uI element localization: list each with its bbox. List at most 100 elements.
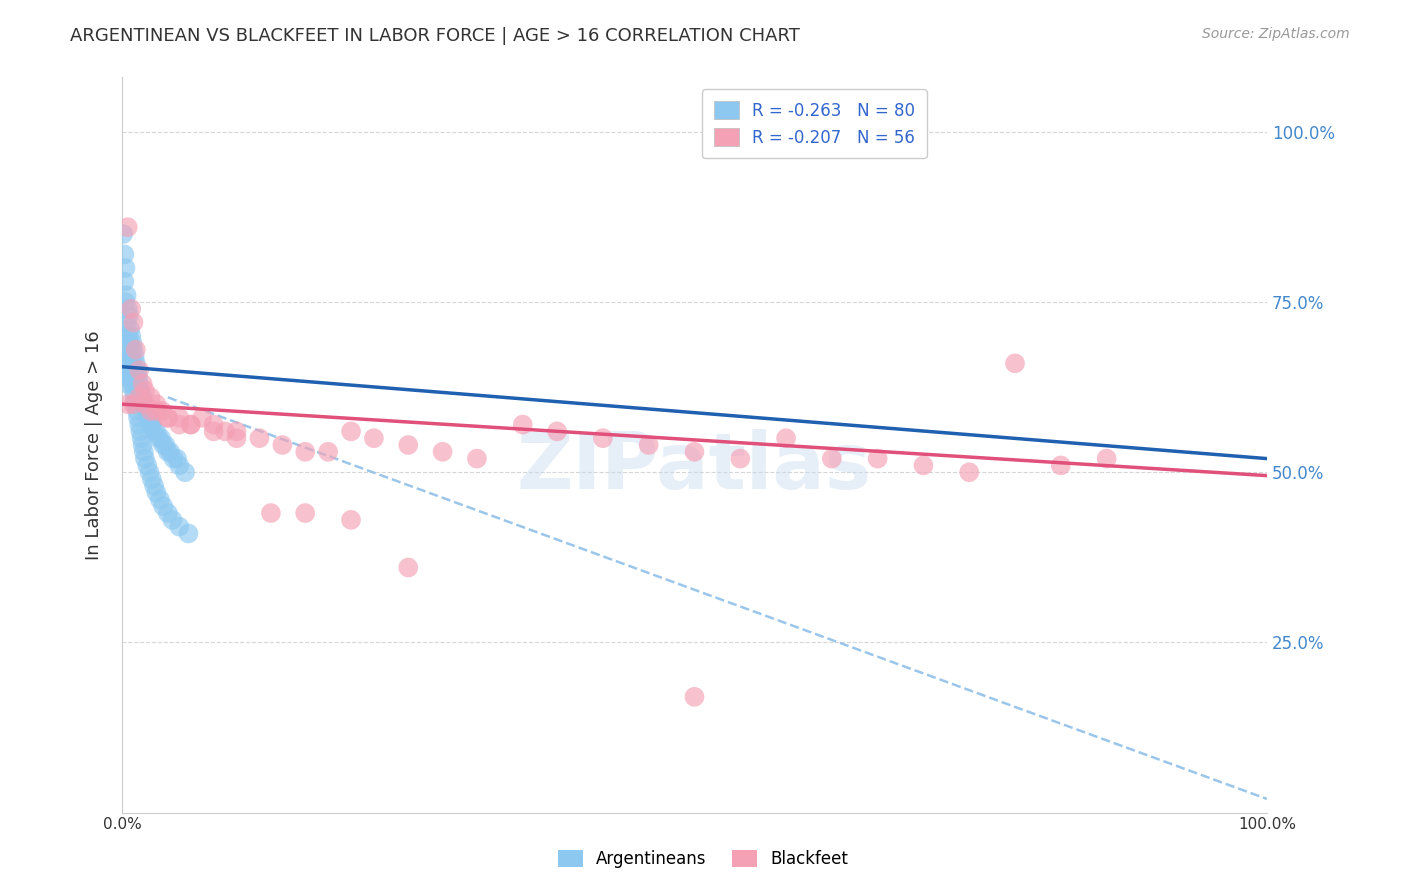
Point [120, 370, 142, 384]
Point [162, 451, 184, 466]
Point [114, 363, 136, 377]
Point [117, 301, 139, 316]
Point [131, 431, 153, 445]
Point [260, 506, 283, 520]
Point [141, 472, 163, 486]
Point [128, 376, 150, 391]
Point [143, 479, 166, 493]
Point [115, 288, 138, 302]
Point [125, 376, 148, 391]
Point [145, 404, 167, 418]
Point [138, 465, 160, 479]
Point [128, 390, 150, 404]
Point [162, 513, 184, 527]
Point [294, 506, 316, 520]
Point [124, 390, 146, 404]
Point [396, 560, 419, 574]
Point [129, 384, 152, 398]
Point [145, 485, 167, 500]
Point [127, 370, 149, 384]
Point [152, 500, 174, 514]
Point [134, 451, 156, 466]
Point [152, 438, 174, 452]
Point [271, 438, 294, 452]
Point [131, 390, 153, 404]
Legend: Argentineans, Blackfeet: Argentineans, Blackfeet [551, 843, 855, 875]
Point [121, 356, 143, 370]
Point [115, 370, 138, 384]
Point [202, 417, 225, 432]
Point [683, 444, 706, 458]
Point [145, 425, 167, 439]
Point [117, 376, 139, 391]
Point [120, 329, 142, 343]
Point [120, 350, 142, 364]
Point [225, 431, 247, 445]
Point [117, 329, 139, 343]
Point [957, 465, 980, 479]
Point [117, 220, 139, 235]
Point [249, 431, 271, 445]
Point [169, 417, 191, 432]
Point [131, 438, 153, 452]
Point [156, 410, 179, 425]
Point [131, 376, 153, 391]
Point [1004, 356, 1026, 370]
Point [155, 438, 177, 452]
Point [546, 425, 568, 439]
Point [432, 444, 454, 458]
Point [122, 384, 145, 398]
Text: Source: ZipAtlas.com: Source: ZipAtlas.com [1202, 27, 1350, 41]
Point [117, 397, 139, 411]
Point [128, 417, 150, 432]
Point [150, 404, 173, 418]
Point [128, 363, 150, 377]
Point [145, 397, 167, 411]
Point [149, 431, 172, 445]
Point [112, 275, 135, 289]
Point [396, 438, 419, 452]
Point [169, 519, 191, 533]
Point [120, 322, 142, 336]
Point [730, 451, 752, 466]
Point [156, 506, 179, 520]
Point [866, 451, 889, 466]
Point [122, 343, 145, 357]
Point [136, 458, 159, 473]
Point [122, 363, 145, 377]
Point [340, 425, 363, 439]
Point [1049, 458, 1071, 473]
Y-axis label: In Labor Force | Age > 16: In Labor Force | Age > 16 [86, 330, 103, 560]
Point [180, 417, 202, 432]
Point [124, 350, 146, 364]
Point [138, 410, 160, 425]
Point [821, 451, 844, 466]
Point [169, 458, 191, 473]
Point [512, 417, 534, 432]
Point [177, 526, 200, 541]
Point [114, 295, 136, 310]
Point [683, 690, 706, 704]
Point [134, 397, 156, 411]
Point [118, 350, 141, 364]
Point [114, 260, 136, 275]
Legend: R = -0.263   N = 80, R = -0.207   N = 56: R = -0.263 N = 80, R = -0.207 N = 56 [702, 89, 927, 159]
Point [139, 390, 162, 404]
Point [191, 410, 214, 425]
Point [134, 397, 156, 411]
Text: ARGENTINEAN VS BLACKFEET IN LABOR FORCE | AGE > 16 CORRELATION CHART: ARGENTINEAN VS BLACKFEET IN LABOR FORCE … [70, 27, 800, 45]
Point [122, 316, 145, 330]
Point [1095, 451, 1118, 466]
Point [134, 384, 156, 398]
Point [122, 397, 145, 411]
Point [363, 431, 385, 445]
Point [118, 309, 141, 323]
Point [775, 431, 797, 445]
Point [127, 410, 149, 425]
Point [166, 451, 188, 466]
Point [294, 444, 316, 458]
Point [120, 363, 142, 377]
Point [112, 356, 135, 370]
Point [135, 404, 157, 418]
Point [592, 431, 614, 445]
